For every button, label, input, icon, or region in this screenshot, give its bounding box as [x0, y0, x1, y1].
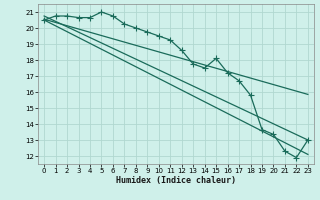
- X-axis label: Humidex (Indice chaleur): Humidex (Indice chaleur): [116, 176, 236, 185]
